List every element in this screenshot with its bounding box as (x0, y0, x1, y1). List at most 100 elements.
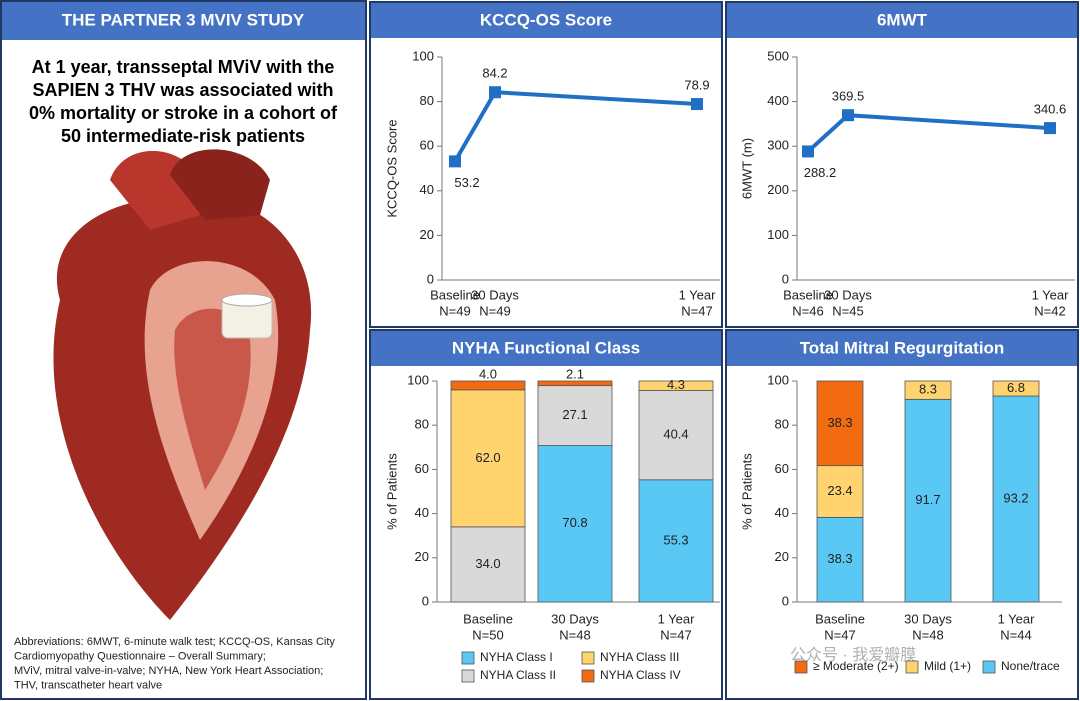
x-tick-label: Baseline (783, 287, 833, 302)
bar-segment (638, 380, 714, 391)
bar-segment (904, 380, 952, 400)
data-label: 288.2 (804, 165, 837, 180)
watermark: 公众号 · 我爱瓣膜 (790, 646, 916, 664)
panel-title: THE PARTNER 3 MVIV STUDY (62, 10, 305, 29)
panel-title: NYHA Functional Class (452, 338, 640, 357)
bar-segment (537, 445, 613, 603)
headline-line: 50 intermediate-risk patients (61, 126, 305, 146)
segment-label: 70.8 (562, 515, 587, 530)
panel-header (727, 331, 1077, 366)
bar-segment (450, 389, 526, 528)
abbreviation-line: Cardiomyopathy Questionnaire – Overall S… (14, 650, 266, 662)
legend-label: NYHA Class I (480, 650, 553, 664)
bar-segment (816, 380, 864, 467)
x-tick-label: Baseline (463, 611, 513, 626)
legend-swatch (461, 651, 475, 665)
n-label: N=47 (660, 627, 691, 642)
segment-label: 8.3 (919, 382, 937, 397)
y-tick-label: 60 (775, 461, 789, 476)
x-tick-label: 30 Days (471, 287, 519, 302)
segment-label: 91.7 (915, 492, 940, 507)
y-tick-label: 40 (420, 182, 434, 197)
y-tick-label: 20 (415, 549, 429, 564)
legend-swatch (982, 660, 996, 674)
n-label: N=46 (792, 303, 823, 318)
left-header (2, 2, 365, 40)
n-label: N=47 (681, 303, 712, 318)
legend-swatch (461, 669, 475, 683)
segment-label: 38.3 (827, 415, 852, 430)
x-tick-label: 1 Year (658, 611, 696, 626)
y-tick-label: 100 (407, 372, 429, 387)
panel-title: 6MWT (877, 10, 928, 29)
legend-label: NYHA Class III (600, 650, 679, 664)
y-axis-label: % of Patients (384, 453, 399, 530)
y-tick-label: 400 (767, 93, 789, 108)
data-point (691, 98, 703, 111)
panel-header (727, 3, 1077, 38)
x-tick-label: 1 Year (998, 611, 1036, 626)
y-tick-label: 20 (420, 227, 434, 242)
data-point (842, 109, 854, 122)
abbreviation-line: THV, transcatheter heart valve (14, 679, 162, 691)
y-tick-label: 60 (415, 461, 429, 476)
segment-label: 55.3 (663, 532, 688, 547)
legend-label: NYHA Class II (480, 668, 556, 682)
y-tick-label: 500 (767, 48, 789, 63)
headline-line: 0% mortality or stroke in a cohort of (29, 103, 338, 123)
segment-label: 23.4 (827, 483, 852, 498)
segment-label: 40.4 (663, 427, 688, 442)
data-label: 84.2 (482, 66, 507, 81)
data-point (802, 145, 814, 158)
bar-segment (450, 380, 526, 391)
y-tick-label: 100 (767, 372, 789, 387)
bar-segment (537, 385, 613, 446)
segment-label: 4.0 (479, 366, 497, 381)
y-tick-label: 20 (775, 549, 789, 564)
x-tick-label: 1 Year (679, 287, 717, 302)
n-label: N=49 (479, 303, 510, 318)
n-label: N=42 (1034, 303, 1065, 318)
x-tick-label: 30 Days (824, 287, 872, 302)
headline-line: SAPIEN 3 THV was associated with (32, 80, 333, 100)
x-tick-label: 1 Year (1032, 287, 1070, 302)
legend-swatch (794, 660, 808, 674)
legend-swatch (581, 651, 595, 665)
segment-label: 38.3 (827, 551, 852, 566)
data-label: 369.5 (832, 89, 865, 104)
segment-label: 4.3 (667, 377, 685, 392)
data-label: 78.9 (684, 77, 709, 92)
y-tick-label: 60 (420, 138, 434, 153)
y-tick-label: 80 (415, 417, 429, 432)
bar-segment (816, 465, 864, 518)
abbreviation-line: MViV, mitral valve-in-valve; NYHA, New Y… (14, 665, 323, 677)
n-label: N=48 (912, 627, 943, 642)
y-tick-label: 80 (420, 93, 434, 108)
x-tick-label: Baseline (430, 287, 480, 302)
y-axis-label: % of Patients (739, 453, 754, 530)
y-tick-label: 0 (427, 271, 434, 286)
panel-header (371, 331, 721, 366)
data-point (489, 86, 501, 99)
y-tick-label: 0 (782, 271, 789, 286)
x-tick-label: 30 Days (551, 611, 599, 626)
segment-label: 34.0 (475, 556, 500, 571)
y-tick-label: 300 (767, 138, 789, 153)
y-tick-label: 0 (422, 593, 429, 608)
segment-label: 93.2 (1003, 490, 1028, 505)
n-label: N=45 (832, 303, 863, 318)
y-tick-label: 200 (767, 182, 789, 197)
abbreviation-line: Abbreviations: 6MWT, 6-minute walk test;… (14, 636, 335, 648)
panel-header (371, 3, 721, 38)
bar-segment (537, 380, 613, 387)
y-tick-label: 40 (775, 505, 789, 520)
n-label: N=50 (472, 627, 503, 642)
bar-segment (638, 390, 714, 481)
panel-title: KCCQ-OS Score (480, 10, 612, 29)
legend-label: ≥ Moderate (2+) (813, 659, 899, 673)
headline-line: At 1 year, transseptal MViV with the (32, 57, 335, 77)
legend-label: NYHA Class IV (600, 668, 681, 682)
bar-segment (638, 479, 714, 603)
legend-swatch (905, 660, 919, 674)
